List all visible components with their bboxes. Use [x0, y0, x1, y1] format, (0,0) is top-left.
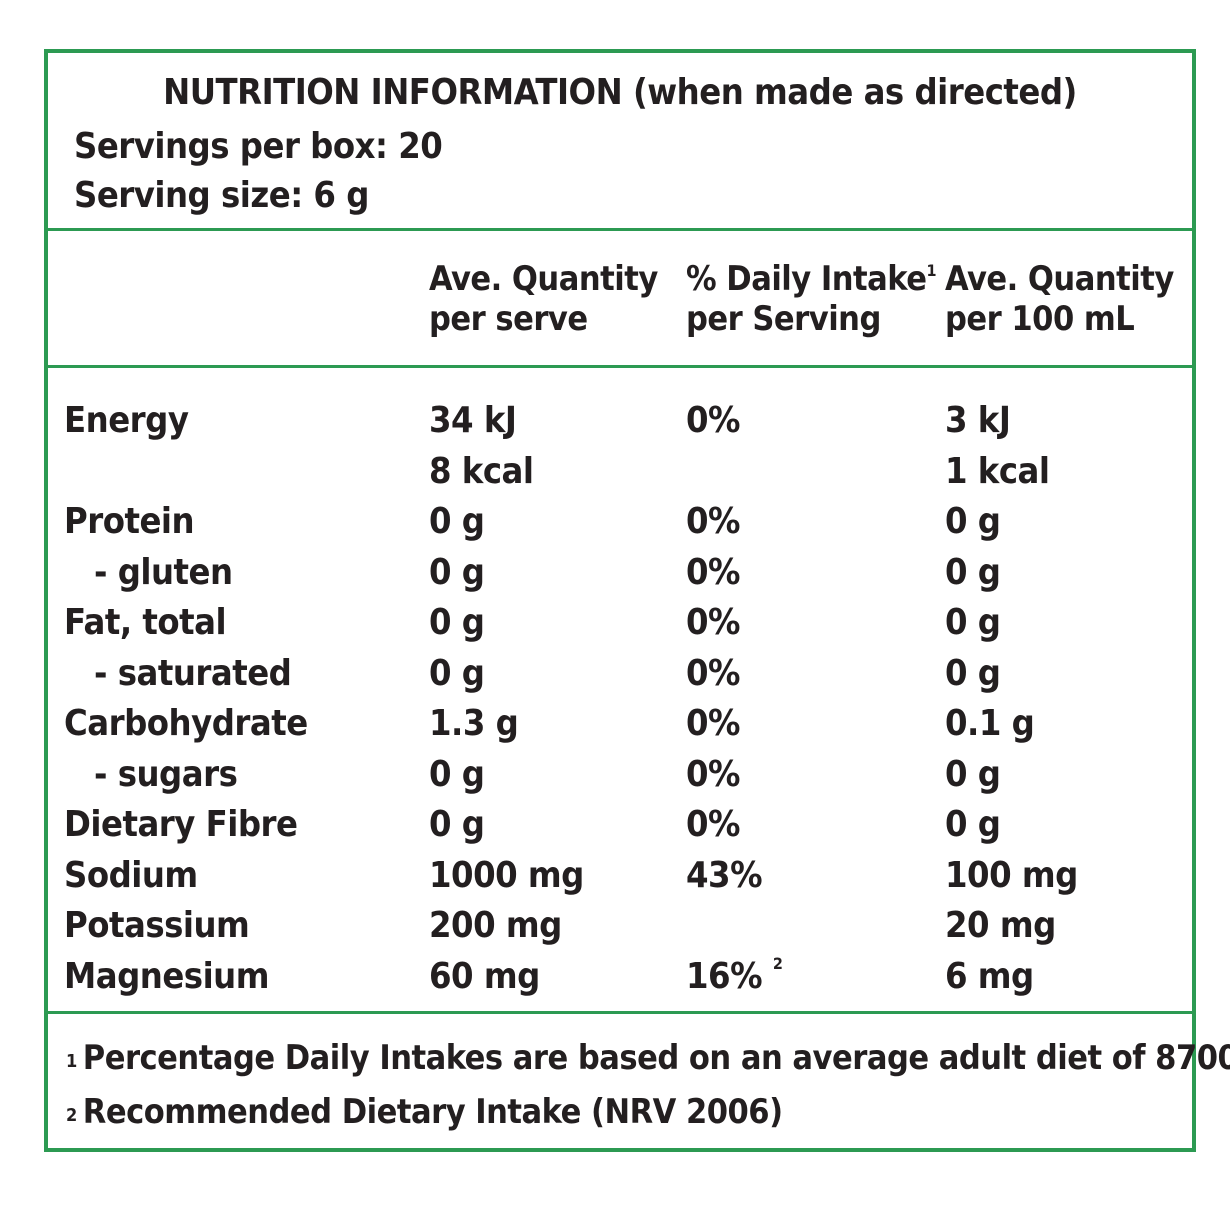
nutrient-name: Carbohydrate: [64, 703, 308, 744]
daily-intake-percent: 43%: [686, 854, 763, 896]
daily-intake-percent: 0%: [686, 400, 740, 441]
quantity-per-100ml: 0 g: [945, 501, 1001, 542]
footnote-marker: 1: [926, 261, 936, 280]
quantity-per-serve: 0 g: [429, 753, 485, 795]
table-row: Potassium 200 mg 20 mg: [48, 901, 1192, 952]
quantity-per-serve: 0 g: [429, 804, 485, 845]
serving-size: Serving size: 6 g: [74, 175, 369, 216]
quantity-per-serve: 1000 mg: [429, 854, 584, 896]
footnote-2: 2 Recommended Dietary Intake (NRV 2006): [66, 1090, 783, 1134]
table-row: Sodium 1000 mg 43% 100 mg: [48, 851, 1192, 902]
daily-intake-percent: 16% 2: [686, 952, 783, 1002]
nutrient-name: Protein: [64, 501, 195, 542]
quantity-per-100ml: 0 g: [945, 804, 1001, 845]
column-header-daily-intake: % Daily Intake1 per Serving: [686, 259, 936, 339]
table-row: - saturated 0 g 0% 0 g: [48, 649, 1192, 700]
daily-intake-percent: 0%: [686, 753, 740, 795]
panel-title: NUTRITION INFORMATION (when made as dire…: [163, 72, 1077, 113]
column-header-per-serve-line1: Ave. Quantity: [429, 259, 658, 299]
nutrient-name: Magnesium: [64, 955, 270, 997]
table-row: Energy 34 kJ 0% 3 kJ: [48, 396, 1192, 447]
footnote-marker: 2: [66, 1105, 77, 1126]
table-row: - sugars 0 g 0% 0 g: [48, 750, 1192, 801]
column-header-daily-intake-line1: % Daily Intake: [686, 259, 927, 299]
quantity-per-serve: 200 mg: [429, 905, 562, 946]
quantity-per-100ml: 6 mg: [945, 955, 1034, 997]
nutrient-name: Dietary Fibre: [64, 804, 298, 845]
daily-intake-percent: 0%: [686, 804, 740, 845]
daily-intake-percent: 0%: [686, 602, 740, 643]
footnote-marker: 2: [772, 953, 783, 973]
quantity-per-serve: 0 g: [429, 551, 485, 593]
quantity-per-100ml: 0 g: [945, 602, 1001, 643]
table-row: Carbohydrate 1.3 g 0% 0.1 g: [48, 699, 1192, 750]
quantity-per-serve: 0 g: [429, 652, 485, 694]
quantity-per-100ml: 0.1 g: [945, 703, 1035, 744]
quantity-per-serve: 34 kJ: [429, 400, 517, 441]
nutrient-table: Energy 34 kJ 0% 3 kJ 8 kcal 1 kcal Prote…: [48, 396, 1192, 1002]
divider-footnotes: [48, 1011, 1192, 1014]
nutrient-name: - sugars: [94, 753, 238, 795]
nutrient-name: - saturated: [94, 652, 292, 694]
column-header-per-serve: Ave. Quantity per serve: [429, 259, 658, 339]
quantity-per-100ml: 0 g: [945, 753, 1001, 795]
table-row: - gluten 0 g 0% 0 g: [48, 548, 1192, 599]
quantity-per-serve: 1.3 g: [429, 703, 519, 744]
footnote-text: Percentage Daily Intakes are based on an…: [82, 1038, 1230, 1078]
quantity-per-100ml: 0 g: [945, 652, 1001, 694]
quantity-per-serve: 8 kcal: [429, 450, 534, 492]
table-row: Fat, total 0 g 0% 0 g: [48, 598, 1192, 649]
quantity-per-serve: 60 mg: [429, 955, 540, 997]
daily-intake-percent: 0%: [686, 551, 740, 593]
column-header-per-serve-line2: per serve: [429, 299, 588, 339]
nutrition-panel: NUTRITION INFORMATION (when made as dire…: [44, 49, 1230, 1152]
nutrient-name: - gluten: [94, 551, 233, 593]
nutrient-name: Potassium: [64, 905, 250, 946]
table-row: Protein 0 g 0% 0 g: [48, 497, 1192, 548]
quantity-per-serve: 0 g: [429, 501, 485, 542]
quantity-per-serve: 0 g: [429, 602, 485, 643]
table-row: Magnesium 60 mg 16% 2 6 mg: [48, 952, 1192, 1003]
footnote-text: Recommended Dietary Intake (NRV 2006): [82, 1092, 783, 1132]
column-header-per-100ml-line1: Ave. Quantity: [945, 259, 1174, 299]
nutrient-name: Fat, total: [64, 602, 227, 643]
daily-intake-percent: 0%: [686, 652, 740, 694]
table-row: 8 kcal 1 kcal: [48, 447, 1192, 498]
nutrient-name: Energy: [64, 400, 189, 441]
column-header-daily-intake-line2: per Serving: [686, 299, 881, 339]
quantity-per-100ml: 0 g: [945, 551, 1001, 593]
daily-intake-value: 16%: [686, 955, 763, 997]
daily-intake-percent: 0%: [686, 703, 740, 744]
quantity-per-100ml: 20 mg: [945, 905, 1056, 946]
footnote-marker: 1: [66, 1051, 77, 1072]
table-row: Dietary Fibre 0 g 0% 0 g: [48, 800, 1192, 851]
column-header-per-100ml: Ave. Quantity per 100 mL: [945, 259, 1174, 339]
quantity-per-100ml: 1 kcal: [945, 450, 1050, 492]
divider-header: [48, 228, 1192, 231]
divider-columns: [48, 365, 1192, 368]
quantity-per-100ml: 3 kJ: [945, 400, 1011, 441]
nutrient-name: Sodium: [64, 854, 198, 896]
quantity-per-100ml: 100 mg: [945, 854, 1078, 896]
daily-intake-percent: 0%: [686, 501, 740, 542]
column-header-per-100ml-line2: per 100 mL: [945, 299, 1135, 339]
servings-per-box: Servings per box: 20: [74, 126, 443, 167]
footnote-1: 1 Percentage Daily Intakes are based on a…: [66, 1036, 1230, 1080]
